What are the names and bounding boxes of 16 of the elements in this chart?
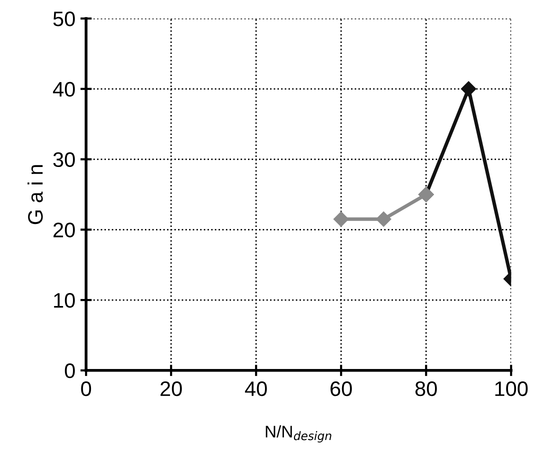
point	[376, 212, 392, 227]
x-tick-label: 0	[81, 381, 92, 396]
y-tick-label: 20	[54, 222, 75, 238]
y-axis-title: G a i n	[28, 165, 43, 224]
point	[334, 212, 349, 227]
y-tick-label: 0	[64, 363, 75, 378]
y-tick-label: 40	[52, 82, 75, 97]
x-tick-label: 60	[330, 381, 352, 396]
x-tick-label: 100	[495, 381, 528, 396]
y-tick-label: 50	[53, 12, 75, 26]
x-tick-label: 20	[160, 381, 182, 396]
y-tick-label: 30	[53, 152, 75, 168]
y-tick-label: 10	[54, 293, 75, 308]
x-tick-label: 80	[415, 381, 437, 396]
x-tick-label: 40	[244, 381, 267, 396]
x-axis-title: N/N$_{design}$	[266, 425, 332, 442]
